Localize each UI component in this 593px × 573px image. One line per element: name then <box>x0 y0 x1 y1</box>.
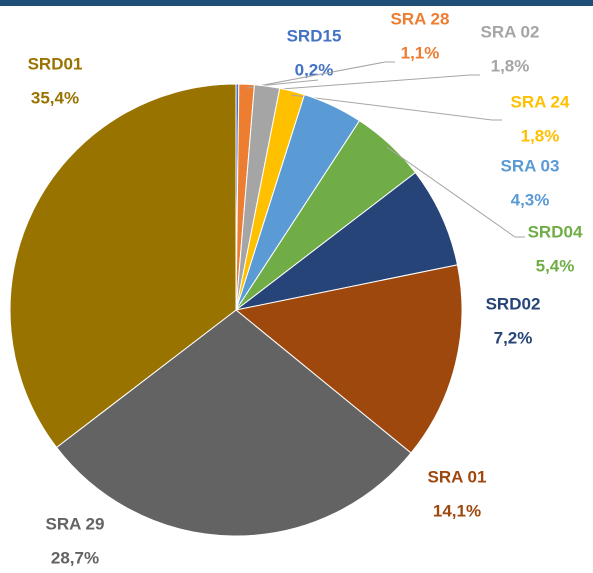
pie-slice <box>55 309 412 537</box>
slice-value-label: 28,7% <box>51 548 99 567</box>
leader-line <box>266 74 480 91</box>
leader-line <box>291 94 502 121</box>
slice-value-label: 5,4% <box>536 256 575 275</box>
leader-line <box>386 146 525 238</box>
slice-value-label: 7,2% <box>494 328 533 347</box>
slice-value-label: 1,8% <box>491 56 530 75</box>
slice-label: SRD15 <box>287 26 342 45</box>
slice-label: SRD02 <box>486 294 541 313</box>
slice-label: SRD04 <box>528 222 583 241</box>
slice-value-label: 14,1% <box>433 501 481 520</box>
title-bar <box>0 0 593 6</box>
slice-label: SRA 29 <box>46 514 105 533</box>
slice-value-label: 1,1% <box>401 43 440 62</box>
slice-label: SRA 24 <box>511 92 570 111</box>
slice-value-label: 4,3% <box>511 190 550 209</box>
slice-label: SRA 03 <box>501 156 560 175</box>
slice-label: SRA 02 <box>481 22 540 41</box>
slice-value-label: 35,4% <box>31 88 79 107</box>
pie-slice <box>234 264 463 454</box>
leader-line <box>246 61 395 89</box>
pie-slice <box>9 83 237 449</box>
slice-label: SRD01 <box>28 54 83 73</box>
slice-label: SRA 01 <box>428 467 487 486</box>
slice-label: SRA 28 <box>391 9 450 28</box>
slice-value-label: 1,8% <box>521 126 560 145</box>
slice-value-label: 0,2% <box>295 60 334 79</box>
